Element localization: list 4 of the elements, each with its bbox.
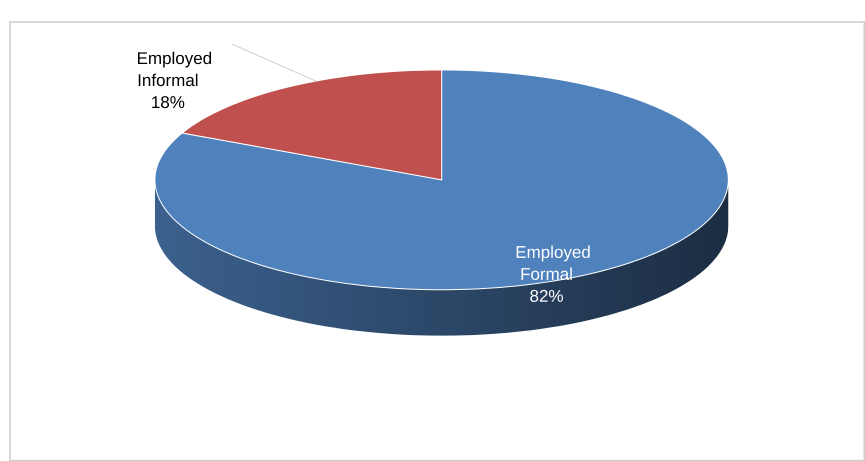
slice-label: Employed Formal [516, 245, 590, 280]
data-label: 82% [530, 290, 563, 302]
data-label: 18% [152, 96, 184, 108]
slice-label: Employed Informal [138, 52, 212, 86]
